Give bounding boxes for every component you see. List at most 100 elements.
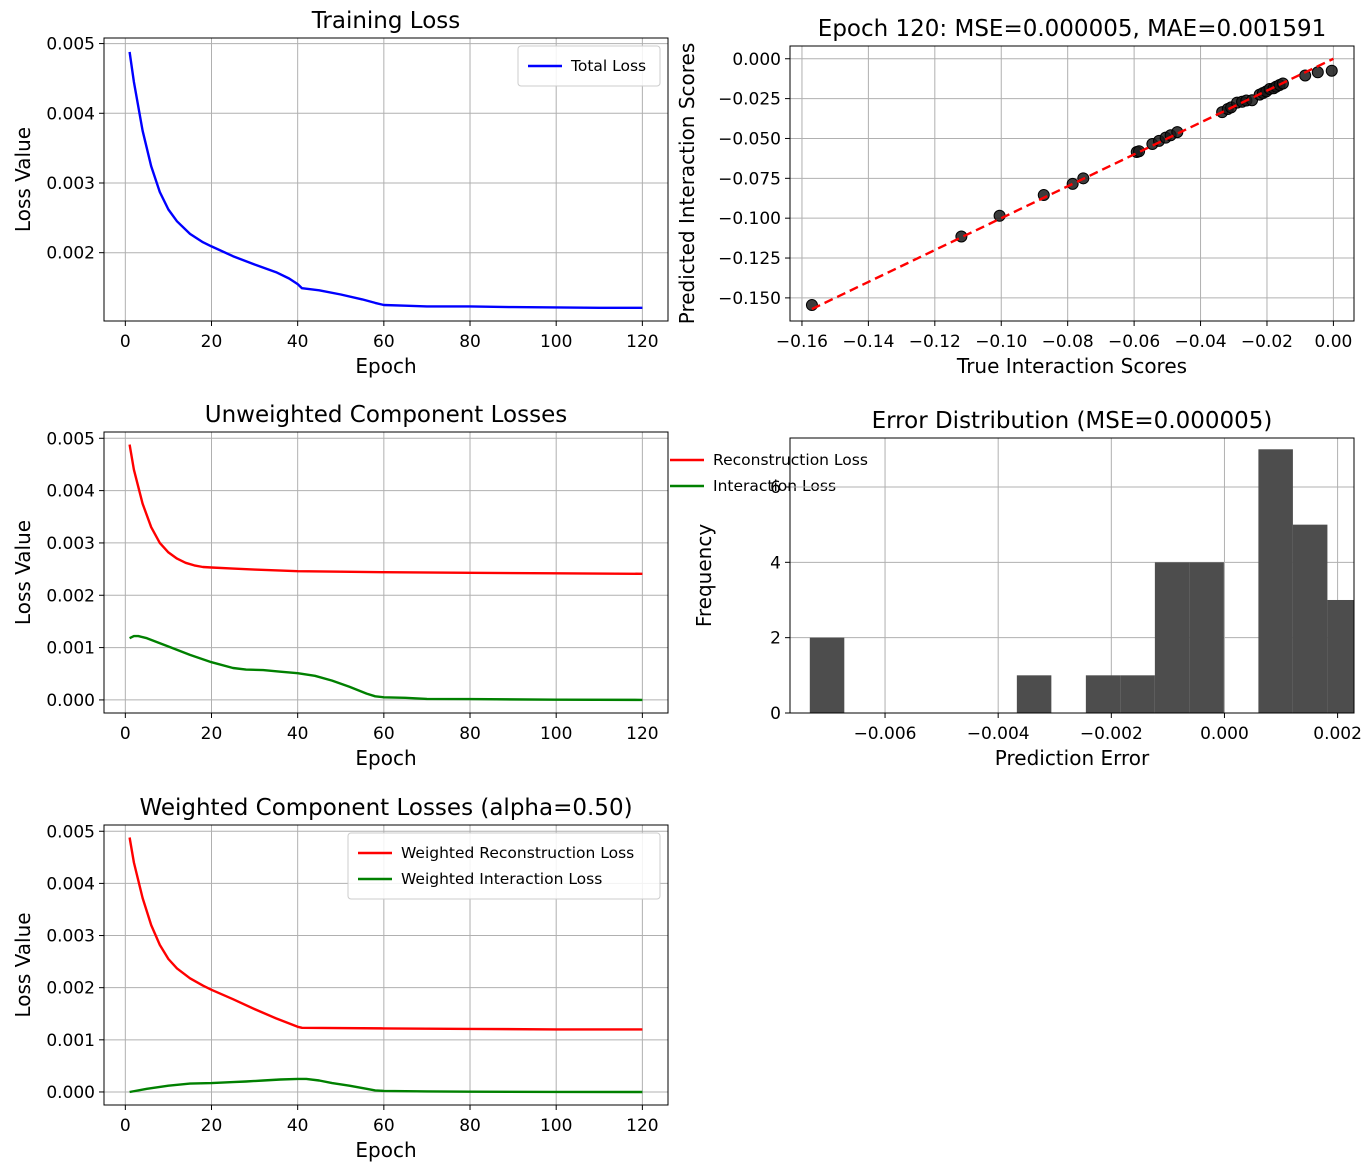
x-tick-label: 20 [201, 724, 223, 744]
y-tick-label: 2 [770, 629, 781, 649]
scatter-point [1066, 177, 1079, 190]
series-line-1 [128, 837, 643, 1031]
axes-frame [103, 431, 669, 714]
x-tick-label: −0.006 [854, 724, 917, 744]
histogram-bar [1085, 675, 1121, 713]
y-tick-label: −0.150 [718, 289, 781, 309]
chart-title: Weighted Component Losses (alpha=0.50) [139, 795, 632, 821]
y-tick-label: 0.002 [46, 244, 95, 264]
series-line-2 [129, 634, 643, 702]
axes-frame [789, 45, 1355, 322]
axes-frame [103, 824, 669, 1106]
x-tick-label: 20 [201, 1116, 223, 1136]
chart-title: Training Loss [311, 8, 461, 34]
y-tick-label: 0.000 [732, 50, 781, 70]
x-tick-label: 80 [459, 724, 481, 744]
x-axis-label: Prediction Error [995, 746, 1150, 770]
y-tick-label: 0.000 [46, 1083, 95, 1103]
histogram-bar [1258, 449, 1293, 713]
chart-panel-5: 0 20 40 60 80 100 120 0.000 0.001 0.002 0.003 0.004… [11, 795, 669, 1162]
y-tick-label: 0.002 [46, 586, 95, 606]
histogram-bar [1327, 599, 1354, 713]
histogram-bar [1016, 675, 1052, 713]
y-axis-label: Frequency [692, 524, 716, 627]
x-tick-label: −0.002 [1080, 724, 1143, 744]
y-tick-label: −0.125 [718, 249, 781, 269]
x-axis-label: True Interaction Scores [956, 354, 1187, 378]
axes-frame [789, 437, 1355, 714]
y-tick-label: 0.001 [46, 1031, 95, 1051]
x-tick-label: 40 [287, 724, 309, 744]
chart-panel-3: 0 20 40 60 80 100 1200.0000.0010.0020.0030.004… [11, 402, 868, 770]
x-tick-label: −0.14 [842, 332, 894, 352]
y-tick-label: −0.050 [718, 129, 781, 149]
x-tick-label: 100 [540, 724, 572, 744]
x-tick-label: 120 [626, 1116, 658, 1136]
x-tick-label: 100 [540, 1116, 572, 1136]
series-line-1 [128, 51, 643, 309]
y-tick-label: 0.005 [46, 35, 95, 55]
chart-panel-1: 0 20 40 60 80 100 120 0.002 0.003 0.004 0.005 Train… [11, 8, 669, 378]
x-tick-label: 0.00 [1314, 332, 1352, 352]
legend-box [517, 45, 661, 87]
chart-panel-2: −0.16 −0.14 −0.12 −0.10 −0.08 −0.06 −0.04 −0.02… [675, 16, 1355, 378]
histogram-bar [1120, 675, 1155, 713]
scatter-point [1133, 145, 1146, 158]
x-tick-label: 80 [459, 332, 481, 352]
series-line-1 [128, 444, 643, 575]
x-tick-label: −0.12 [909, 332, 961, 352]
x-tick-label: 80 [459, 1116, 481, 1136]
x-tick-label: 0 [120, 724, 131, 744]
x-tick-label: 20 [201, 332, 223, 352]
y-tick-label: 0.004 [46, 874, 95, 894]
x-tick-label: −0.16 [776, 332, 828, 352]
y-tick-label: 0.003 [46, 927, 95, 947]
scatter-point [1325, 64, 1338, 77]
y-axis-label: Loss Value [11, 127, 35, 232]
y-tick-label: 0.001 [46, 639, 95, 659]
x-tick-label: 0 [120, 332, 131, 352]
y-axis-label: Predicted Interaction Scores [675, 43, 699, 325]
x-tick-label: −0.10 [975, 332, 1027, 352]
legend: Total Loss [517, 45, 661, 87]
y-tick-label: 0.000 [46, 691, 95, 711]
y-tick-label: −0.025 [718, 90, 781, 110]
x-axis-label: Epoch [355, 354, 416, 378]
y-tick-label: 0.003 [46, 534, 95, 554]
x-tick-label: 40 [287, 332, 309, 352]
plot-area [809, 449, 1354, 713]
y-axis-label: Loss Value [11, 520, 35, 625]
y-tick-label: 0.004 [46, 104, 95, 124]
y-tick-label: 0.005 [46, 429, 95, 449]
legend-label: Weighted Reconstruction Loss [401, 844, 634, 862]
x-tick-label: 40 [287, 1116, 309, 1136]
y-tick-label: 0.002 [46, 979, 95, 999]
plot-area [128, 444, 643, 702]
identity-line [811, 57, 1334, 311]
plot-area [128, 837, 643, 1094]
y-tick-label: 6 [770, 478, 781, 498]
x-axis-label: Epoch [355, 1138, 416, 1162]
y-tick-label: 0.004 [46, 482, 95, 502]
y-tick-label: 0.005 [46, 822, 95, 842]
x-tick-label: −0.04 [1174, 332, 1226, 352]
y-tick-label: 0.003 [46, 174, 95, 194]
x-tick-label: −0.08 [1042, 332, 1094, 352]
histogram-bar [1292, 524, 1328, 713]
x-tick-label: 120 [626, 332, 658, 352]
histogram-bar [1189, 562, 1224, 713]
chart-title: Error Distribution (MSE=0.000005) [872, 408, 1273, 434]
x-tick-label: 100 [540, 332, 572, 352]
legend-label: Interaction Loss [713, 477, 836, 495]
legend: Weighted Reconstruction Loss Weighted Int… [347, 832, 661, 900]
x-tick-label: 60 [373, 724, 395, 744]
x-tick-label: 0 [120, 1116, 131, 1136]
x-tick-label: 0.000 [1200, 724, 1249, 744]
x-tick-label: 0.002 [1313, 724, 1362, 744]
y-tick-label: −0.075 [718, 169, 781, 189]
series-line-2 [129, 1077, 643, 1094]
scatter-point [1311, 66, 1324, 79]
x-axis-label: Epoch [355, 746, 416, 770]
legend-box [347, 832, 661, 900]
